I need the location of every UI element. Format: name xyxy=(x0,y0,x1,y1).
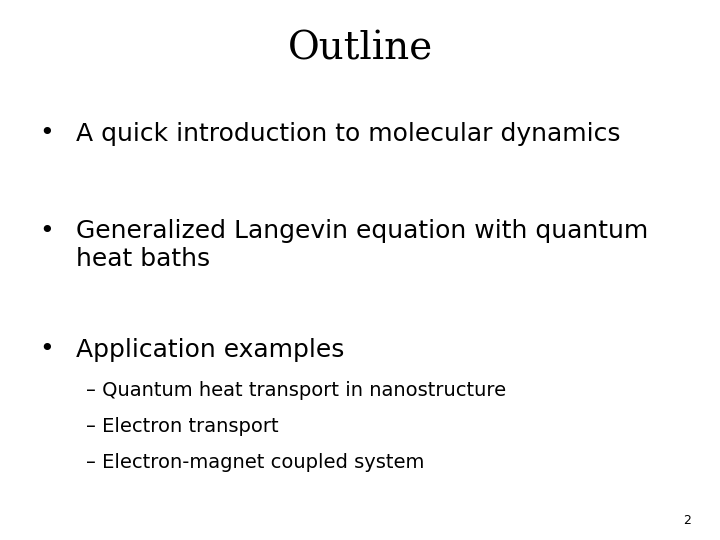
Text: A quick introduction to molecular dynamics: A quick introduction to molecular dynami… xyxy=(76,122,620,145)
Text: – Quantum heat transport in nanostructure: – Quantum heat transport in nanostructur… xyxy=(86,381,507,400)
Text: Outline: Outline xyxy=(287,30,433,67)
Text: Generalized Langevin equation with quantum
heat baths: Generalized Langevin equation with quant… xyxy=(76,219,648,272)
Text: •: • xyxy=(40,122,54,145)
Text: – Electron-magnet coupled system: – Electron-magnet coupled system xyxy=(86,453,425,472)
Text: 2: 2 xyxy=(683,514,691,526)
Text: •: • xyxy=(40,338,54,361)
Text: •: • xyxy=(40,219,54,242)
Text: Application examples: Application examples xyxy=(76,338,344,361)
Text: – Electron transport: – Electron transport xyxy=(86,417,279,436)
